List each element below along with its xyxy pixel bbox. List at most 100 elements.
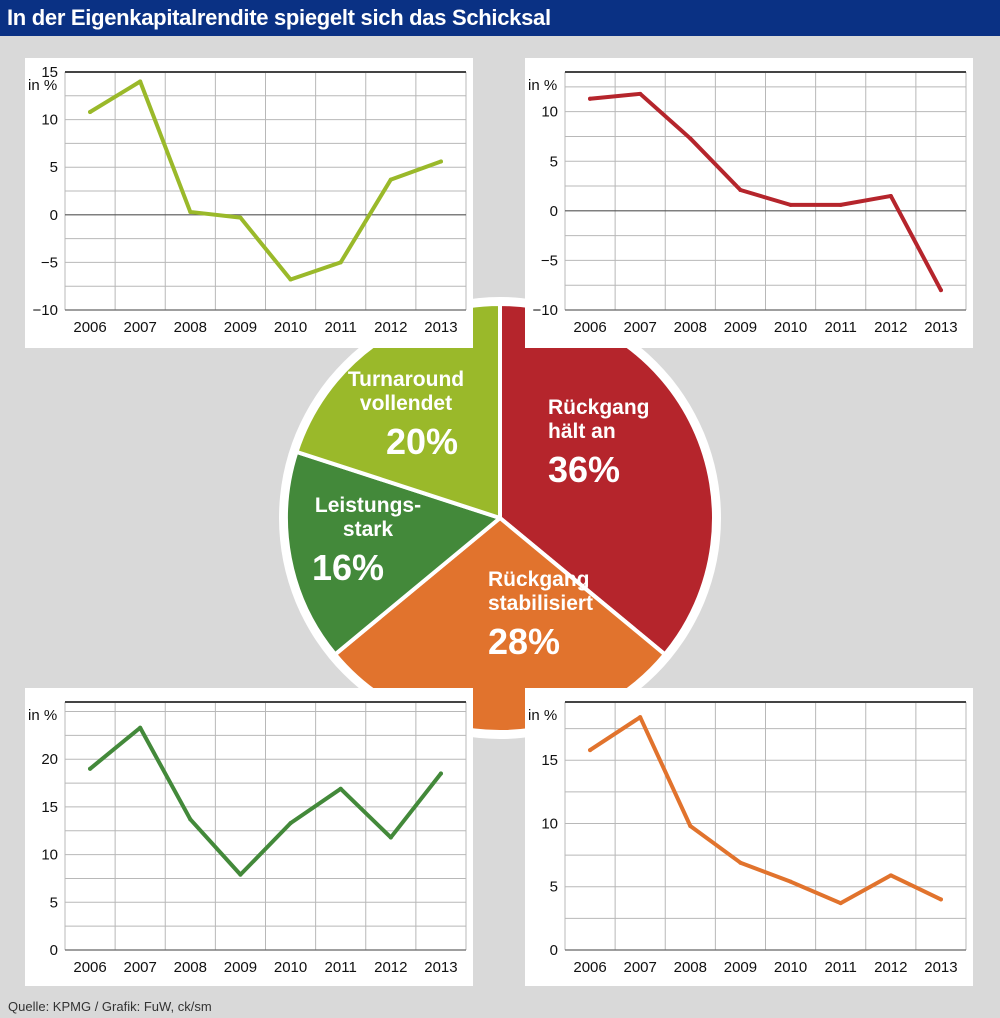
x-tick-label: 2010	[774, 959, 807, 976]
slice-label: Leistungs-	[315, 494, 421, 517]
y-tick-label: −5	[41, 254, 58, 271]
x-tick-label: 2010	[274, 319, 307, 336]
line-chart-2: 10 5 0 −5 −10 in % 2006 2007 2008 2009 2010 2011 201…	[525, 58, 973, 348]
y-tick-label: 0	[550, 942, 558, 959]
data-point	[938, 897, 943, 902]
data-point	[88, 766, 93, 771]
x-tick-label: 2012	[374, 959, 407, 976]
x-tick-label: 2009	[724, 319, 757, 336]
data-point	[888, 193, 893, 198]
line-chart-1: 15 10 5 0 −5 −10 in % 2006 2007 2008 2009 2010 2011 2…	[25, 58, 473, 348]
data-point	[88, 109, 93, 114]
y-tick-label: 15	[41, 799, 58, 816]
x-tick-label: 2007	[624, 319, 657, 336]
data-point	[938, 288, 943, 293]
x-tick-label: 2007	[624, 959, 657, 976]
y-tick-label: 5	[50, 159, 58, 176]
y-tick-label: 10	[541, 104, 558, 121]
y-tick-label: 5	[50, 894, 58, 911]
data-point	[738, 188, 743, 193]
data-point	[188, 209, 193, 214]
x-tick-label: 2007	[124, 319, 157, 336]
x-tick-label: 2007	[124, 959, 157, 976]
series-line	[588, 715, 943, 906]
y-axis-label: in %	[528, 707, 557, 724]
chart-panel	[25, 688, 473, 986]
y-tick-label: 0	[550, 203, 558, 220]
data-point	[288, 821, 293, 826]
y-axis-label: in %	[528, 77, 557, 94]
data-point	[788, 202, 793, 207]
y-tick-label: 15	[541, 752, 558, 769]
x-tick-label: 2008	[174, 319, 207, 336]
data-point	[188, 817, 193, 822]
slice-value: 36%	[548, 449, 620, 490]
y-tick-label: −5	[541, 252, 558, 269]
x-tick-label: 2006	[573, 319, 606, 336]
data-point	[638, 91, 643, 96]
chart-panel	[25, 58, 473, 348]
x-tick-label: 2011	[825, 319, 857, 336]
data-point	[588, 748, 593, 753]
y-tick-label: 5	[550, 879, 558, 896]
x-tick-label: 2009	[224, 959, 257, 976]
data-point	[688, 136, 693, 141]
slice-value: 28%	[488, 621, 560, 662]
slice-label: hält an	[548, 420, 616, 443]
x-tick-label: 2012	[874, 319, 907, 336]
x-tick-label: 2011	[325, 959, 357, 976]
x-tick-label: 2008	[174, 959, 207, 976]
title-bar: In der Eigenkapitalrendite spiegelt sich…	[0, 0, 1000, 36]
data-point	[238, 872, 243, 877]
data-point	[138, 79, 143, 84]
data-point	[388, 835, 393, 840]
y-tick-label: 15	[41, 64, 58, 81]
page-title: In der Eigenkapitalrendite spiegelt sich…	[7, 5, 551, 30]
x-tick-label: 2013	[424, 319, 457, 336]
y-tick-label: −10	[533, 302, 558, 319]
series-line	[588, 91, 943, 293]
gridlines	[564, 702, 967, 951]
source-note: Quelle: KPMG / Grafik: FuW, ck/sm	[8, 999, 212, 1014]
slice-label: vollendet	[360, 392, 452, 415]
x-tick-label: 2010	[274, 959, 307, 976]
data-point	[838, 202, 843, 207]
x-tick-label: 2011	[825, 959, 857, 976]
data-point	[288, 277, 293, 282]
slice-label: Rückgang	[488, 568, 590, 591]
y-tick-label: −10	[33, 302, 58, 319]
data-point	[438, 771, 443, 776]
data-point	[638, 715, 643, 720]
x-tick-label: 2009	[224, 319, 257, 336]
data-point	[838, 901, 843, 906]
slice-label: Rückgang	[548, 396, 650, 419]
data-point	[788, 879, 793, 884]
chart-panel	[525, 58, 973, 348]
x-tick-label: 2006	[73, 959, 106, 976]
data-point	[688, 824, 693, 828]
y-axis-label: in %	[28, 707, 57, 724]
y-tick-label: 0	[50, 207, 58, 224]
x-tick-label: 2006	[573, 959, 606, 976]
slice-value: 20%	[386, 421, 458, 462]
chart-panel	[525, 688, 973, 986]
data-point	[338, 786, 343, 791]
x-tick-label: 2013	[924, 959, 957, 976]
data-point	[338, 260, 343, 265]
data-point	[388, 177, 393, 182]
series-line	[88, 725, 443, 877]
data-point	[738, 860, 743, 865]
x-tick-label: 2013	[924, 319, 957, 336]
y-axis-label: in %	[28, 77, 57, 94]
x-tick-label: 2013	[424, 959, 457, 976]
data-point	[588, 96, 593, 101]
data-point	[888, 873, 893, 878]
x-tick-label: 2012	[874, 959, 907, 976]
x-tick-label: 2012	[374, 319, 407, 336]
y-tick-label: 10	[41, 112, 58, 129]
x-tick-label: 2008	[674, 959, 707, 976]
series-line	[88, 79, 443, 282]
y-tick-label: 0	[50, 942, 58, 959]
